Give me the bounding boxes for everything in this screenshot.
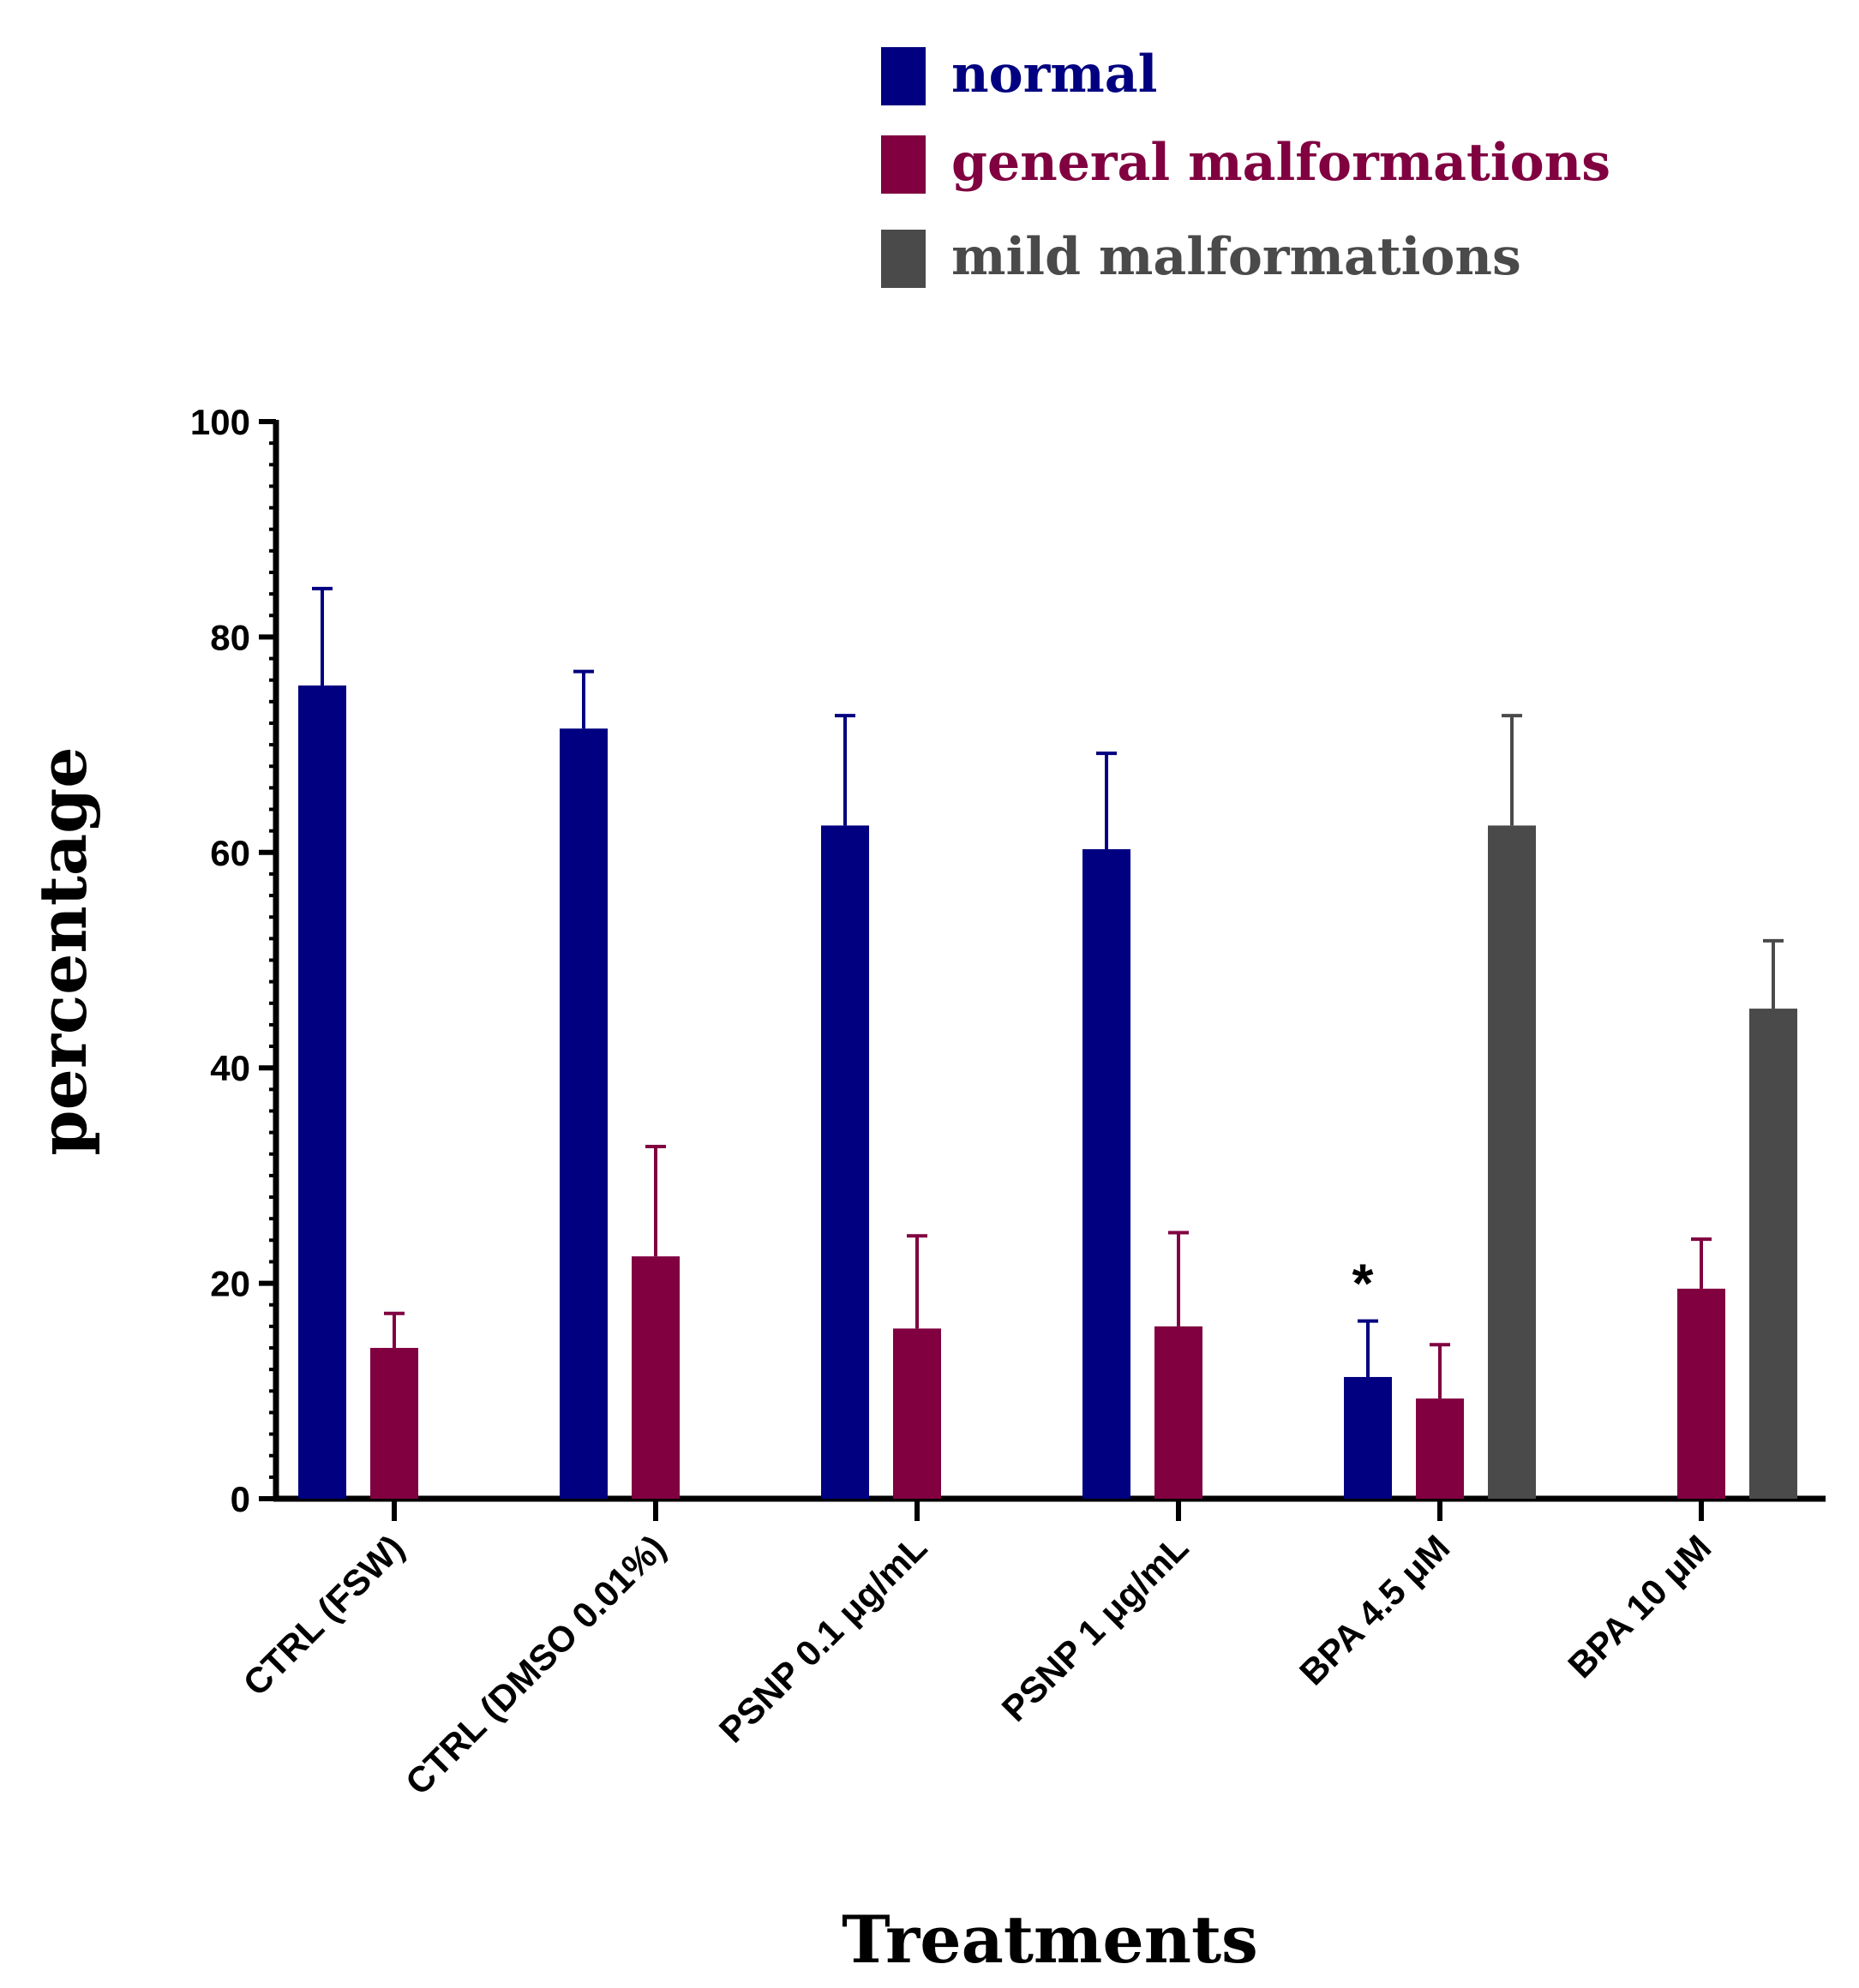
legend-label: normal — [951, 45, 1157, 105]
bar — [560, 728, 608, 1499]
y-tick-label: 80 — [210, 617, 250, 657]
x-tick-label: CTRL (DMSO 0.01%) — [398, 1527, 673, 1802]
bar — [1488, 825, 1536, 1499]
legend-swatch — [881, 135, 926, 194]
legend-swatch — [881, 230, 926, 288]
y-tick-label: 60 — [210, 833, 250, 873]
y-tick-label: 20 — [210, 1264, 250, 1304]
bar — [1677, 1288, 1725, 1499]
y-axis-title: percentage — [25, 746, 101, 1155]
y-tick-label: 40 — [210, 1048, 250, 1088]
bar — [1416, 1398, 1464, 1499]
bar — [893, 1328, 941, 1499]
significance-marker: * — [1352, 1253, 1374, 1314]
y-tick-label: 0 — [231, 1479, 250, 1519]
x-tick-label: CTRL (FSW) — [235, 1527, 411, 1704]
y-tick-label: 100 — [190, 402, 250, 442]
bar — [1082, 849, 1130, 1499]
x-axis-title: Treatments — [842, 1901, 1258, 1978]
bar — [1344, 1376, 1392, 1499]
bar — [632, 1256, 680, 1499]
bar — [1154, 1326, 1202, 1499]
bar — [1749, 1009, 1797, 1499]
legend: normal general malformations mild malforma… — [881, 45, 1610, 288]
x-tick-label: BPA 4.5 μM — [1292, 1527, 1457, 1692]
legend-label: general malformations — [951, 133, 1610, 193]
bar — [370, 1348, 418, 1499]
x-tick-label: PSNP 1 μg/mL — [994, 1527, 1196, 1729]
bar — [298, 685, 346, 1499]
x-tick-label: BPA 10 μM — [1560, 1527, 1718, 1686]
legend-swatch — [881, 47, 926, 105]
bar — [821, 825, 869, 1499]
x-tick-label: PSNP 0.1 μg/mL — [711, 1527, 934, 1750]
legend-label: mild malformations — [951, 227, 1521, 287]
